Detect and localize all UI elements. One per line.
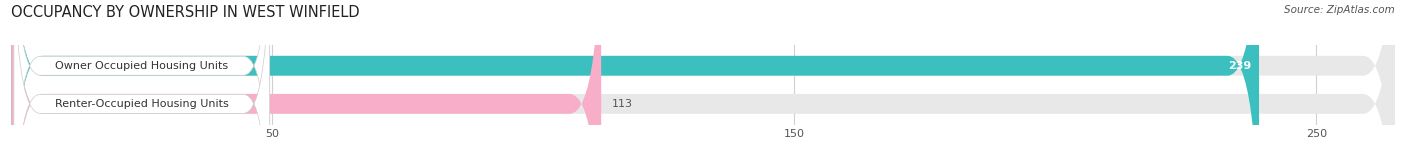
FancyBboxPatch shape — [11, 0, 1395, 160]
Text: OCCUPANCY BY OWNERSHIP IN WEST WINFIELD: OCCUPANCY BY OWNERSHIP IN WEST WINFIELD — [11, 5, 360, 20]
FancyBboxPatch shape — [11, 0, 602, 160]
Text: Renter-Occupied Housing Units: Renter-Occupied Housing Units — [55, 99, 229, 109]
Text: 239: 239 — [1227, 61, 1251, 71]
Text: Owner Occupied Housing Units: Owner Occupied Housing Units — [55, 61, 228, 71]
FancyBboxPatch shape — [11, 0, 1395, 160]
Text: 113: 113 — [612, 99, 633, 109]
FancyBboxPatch shape — [14, 0, 270, 160]
FancyBboxPatch shape — [14, 0, 270, 160]
Text: Source: ZipAtlas.com: Source: ZipAtlas.com — [1284, 5, 1395, 15]
FancyBboxPatch shape — [11, 0, 1258, 160]
